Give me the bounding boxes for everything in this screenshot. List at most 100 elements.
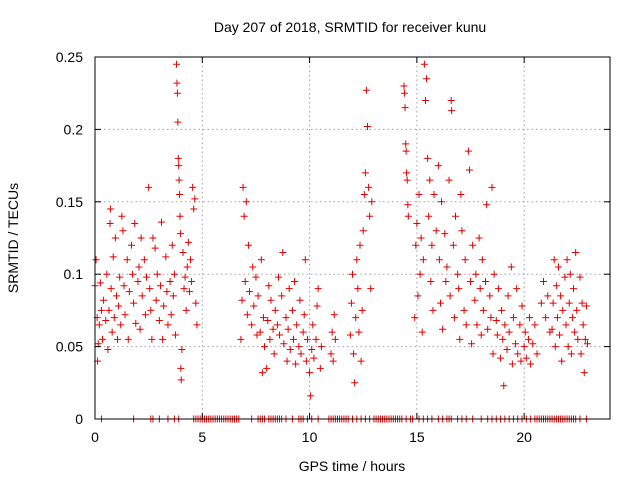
data-point <box>285 285 293 293</box>
data-point <box>354 285 362 293</box>
data-point <box>100 296 108 304</box>
data-point <box>131 220 139 228</box>
data-point <box>562 321 570 329</box>
data-point <box>517 357 525 365</box>
data-point <box>140 256 148 264</box>
data-point <box>176 191 184 199</box>
data-point <box>443 263 451 271</box>
data-point <box>184 238 192 246</box>
data-point <box>331 335 339 343</box>
data-point <box>415 191 423 199</box>
y-tick-label: 0.1 <box>64 266 84 282</box>
data-point <box>242 198 250 206</box>
data-point <box>449 241 457 249</box>
data-point <box>493 331 501 339</box>
data-point <box>166 277 174 285</box>
data-point <box>566 270 574 278</box>
data-point <box>175 176 183 184</box>
data-point <box>292 360 300 368</box>
data-point <box>435 256 443 264</box>
data-point <box>476 285 484 293</box>
data-point <box>477 331 485 339</box>
data-point <box>478 256 486 264</box>
data-point <box>361 169 369 177</box>
data-point <box>310 354 318 362</box>
data-point <box>148 335 156 343</box>
data-point <box>132 319 140 327</box>
data-point <box>151 244 159 252</box>
data-point <box>303 335 311 343</box>
data-point <box>567 350 575 358</box>
data-point <box>138 292 146 300</box>
data-point <box>507 263 515 271</box>
x-tick-label: 20 <box>516 429 532 445</box>
data-point <box>185 288 193 296</box>
data-point <box>118 212 126 220</box>
data-point <box>143 273 150 281</box>
data-point <box>513 285 521 293</box>
data-point <box>173 89 181 97</box>
data-point <box>577 350 585 358</box>
data-point <box>473 321 481 329</box>
data-point <box>581 335 589 343</box>
data-point <box>283 357 291 365</box>
data-point <box>446 292 454 300</box>
data-point <box>434 162 442 170</box>
data-point <box>498 306 506 314</box>
data-point <box>492 317 500 325</box>
data-point <box>414 292 422 300</box>
data-point <box>563 256 571 264</box>
data-point <box>146 285 154 293</box>
data-point <box>551 343 559 351</box>
y-tick-label: 0 <box>75 411 83 427</box>
data-point <box>186 256 194 264</box>
data-point <box>282 314 290 322</box>
data-point <box>404 201 412 209</box>
data-point <box>366 212 374 220</box>
data-point <box>271 306 279 314</box>
data-point <box>266 335 274 343</box>
data-point <box>505 328 513 336</box>
data-point <box>243 311 251 319</box>
data-point <box>418 328 426 336</box>
data-point <box>482 277 490 285</box>
data-point <box>314 285 322 293</box>
data-point <box>99 335 107 343</box>
x-tick-label: 5 <box>198 429 206 445</box>
data-point <box>467 277 475 285</box>
data-point <box>403 169 411 177</box>
data-point <box>558 357 566 365</box>
data-point <box>362 86 370 94</box>
data-point <box>108 328 116 336</box>
data-point <box>427 277 435 285</box>
data-point <box>109 253 117 261</box>
data-point <box>574 335 582 343</box>
data-point <box>147 306 155 314</box>
data-point <box>520 343 528 351</box>
data-point <box>539 277 547 285</box>
data-point <box>400 82 408 90</box>
data-point <box>189 183 197 191</box>
data-point <box>402 147 410 155</box>
data-point <box>121 311 129 319</box>
data-point <box>182 306 190 314</box>
data-point <box>419 256 427 264</box>
data-point <box>573 306 581 314</box>
data-point <box>483 201 491 209</box>
data-point <box>249 263 257 271</box>
data-point <box>439 325 447 333</box>
data-point <box>134 277 142 285</box>
data-point <box>257 256 265 264</box>
data-point <box>286 345 294 353</box>
data-point <box>127 241 135 249</box>
data-point <box>426 176 434 184</box>
data-point <box>115 302 123 310</box>
y-tick-label: 0.15 <box>56 194 83 210</box>
data-point <box>309 321 317 329</box>
data-point <box>306 369 314 377</box>
data-point <box>164 321 172 329</box>
y-tick-label: 0.05 <box>56 339 83 355</box>
data-point <box>364 123 372 131</box>
data-point <box>359 227 367 235</box>
